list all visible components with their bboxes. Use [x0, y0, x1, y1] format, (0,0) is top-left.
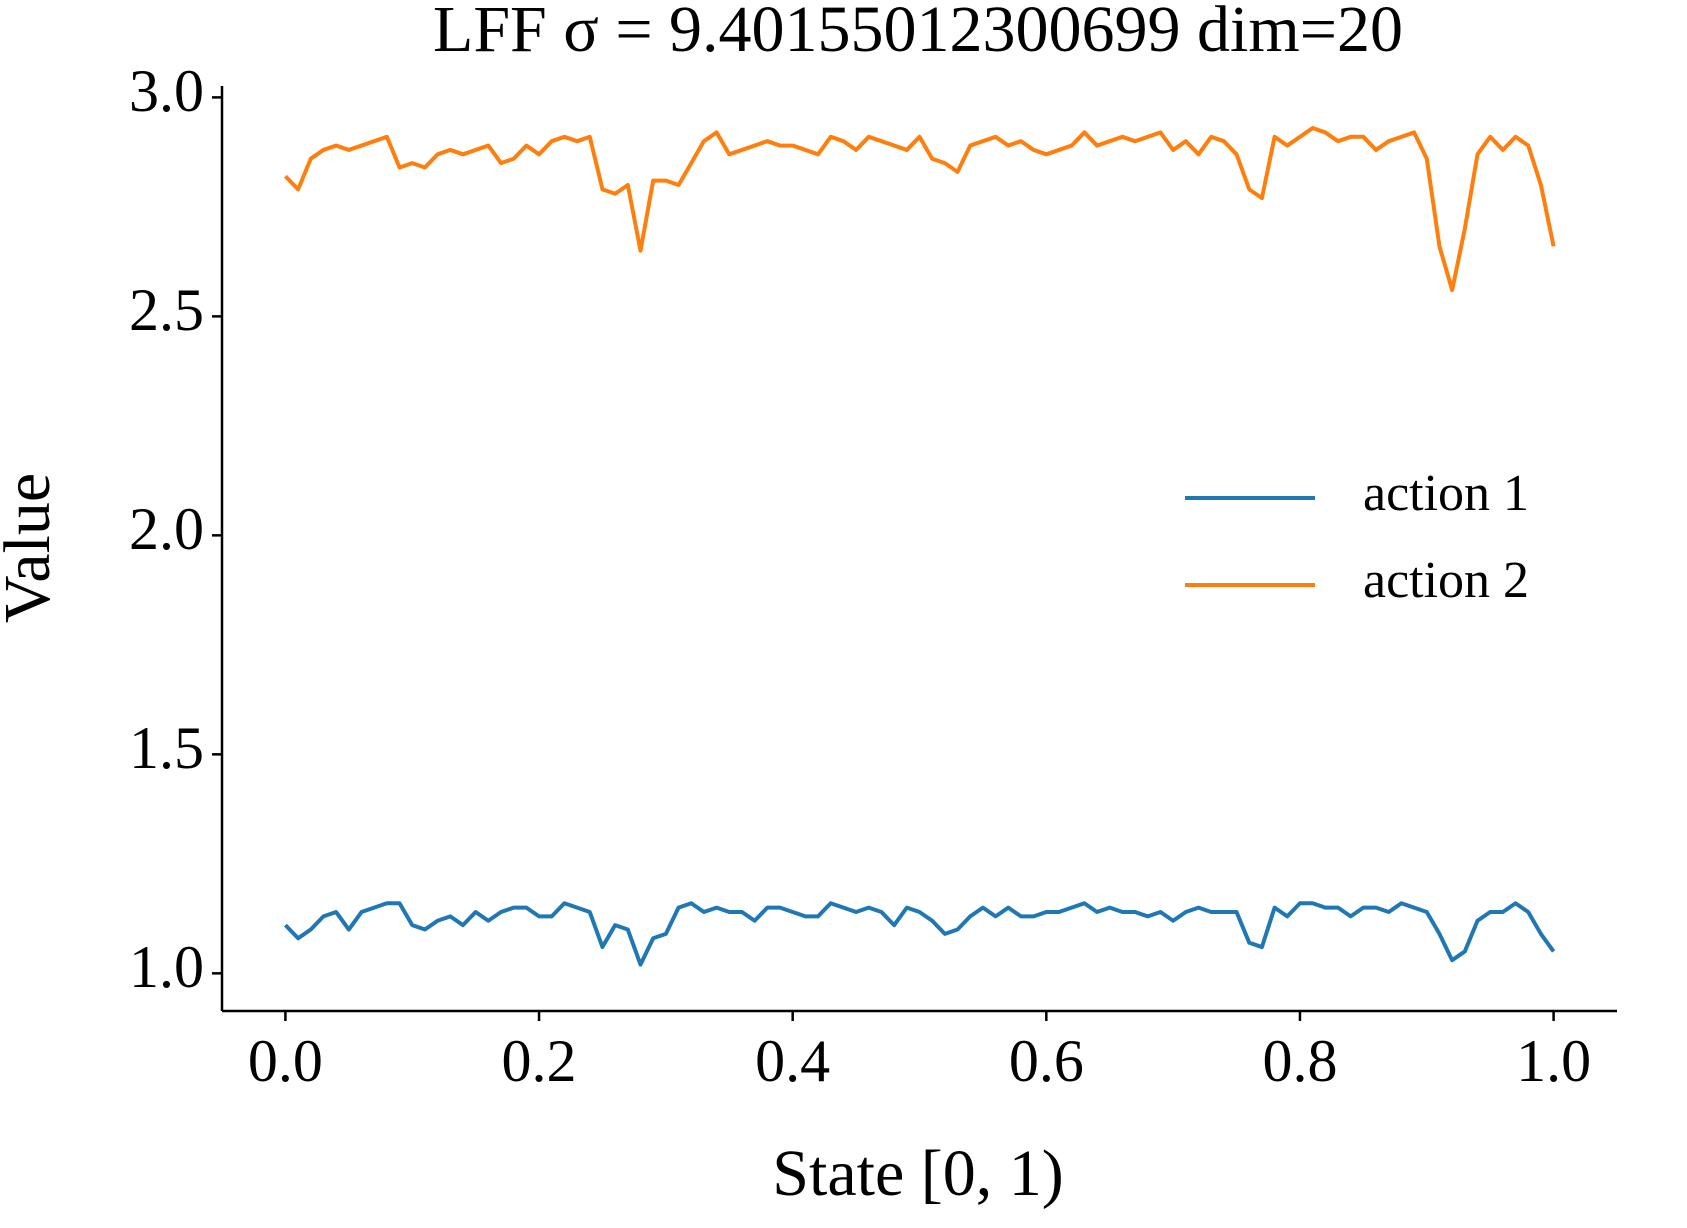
- y-tick-label: 3.0: [129, 58, 204, 124]
- series-line: [283, 126, 1556, 293]
- y-axis-label: Value: [0, 473, 64, 623]
- series-line: [283, 901, 1556, 967]
- x-tick-label: 0.0: [248, 1028, 323, 1094]
- y-tick-label: 1.5: [129, 715, 204, 781]
- x-tick-label: 0.4: [755, 1028, 830, 1094]
- x-tick-label: 0.6: [1009, 1028, 1084, 1094]
- x-tick-label: 0.8: [1262, 1028, 1337, 1094]
- legend-label: action 2: [1363, 552, 1529, 609]
- legend-label: action 1: [1363, 465, 1529, 522]
- chart-title: LFF σ = 9.40155012300699 dim=20: [433, 0, 1403, 66]
- y-tick-label: 2.5: [129, 277, 204, 343]
- x-axis-label: State [0, 1): [772, 1137, 1063, 1210]
- y-tick-label: 1.0: [129, 934, 204, 1000]
- x-tick-label: 0.2: [502, 1028, 577, 1094]
- y-tick-label: 2.0: [129, 496, 204, 562]
- x-tick-label: 1.0: [1516, 1028, 1591, 1094]
